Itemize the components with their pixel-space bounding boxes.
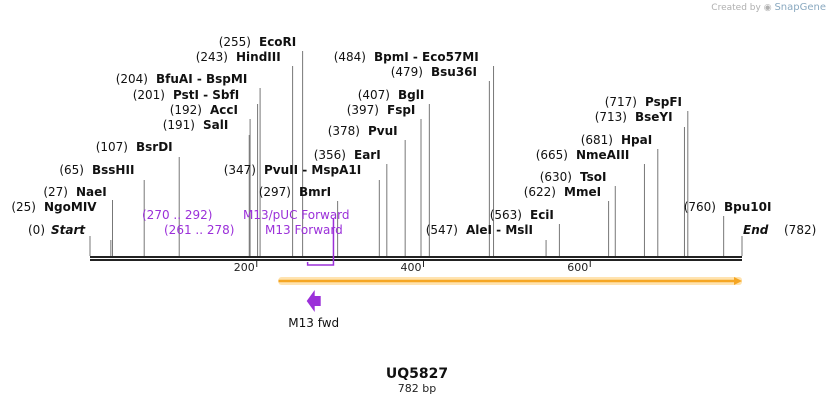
site-pos-bsrdi: (107) <box>96 140 128 154</box>
site-pos-bgli: (407) <box>358 88 390 102</box>
site-name-bsu36i: Bsu36I <box>431 65 477 79</box>
site-name-hpai: HpaI <box>621 133 652 147</box>
site-pos-bpu10i: (760) <box>684 200 716 214</box>
feature-tracks: M13 fwd <box>278 218 742 330</box>
credit: Created by ◉ SnapGene <box>711 2 826 13</box>
site-name-bseyi: BseYI <box>635 110 673 124</box>
site-name-bsrdi: BsrDI <box>136 140 173 154</box>
site-pos-bfuai-bspmi: (204) <box>116 72 148 86</box>
start-label: Start <box>51 223 86 237</box>
map-size: 782 bp <box>398 382 436 395</box>
site-pos-naei: (27) <box>43 185 68 199</box>
site-pos-sali: (191) <box>163 118 195 132</box>
credit-brand: SnapGene <box>774 2 826 13</box>
site-name-alei-msli: AleI - MslI <box>466 223 533 237</box>
tick-label-200: 200 <box>234 261 255 274</box>
site-pos-bseyi: (713) <box>595 110 627 124</box>
tick-label-400: 400 <box>401 261 422 274</box>
site-pos-pvuii-mspa1i: (347) <box>224 163 256 177</box>
snapgene-icon: ◉ <box>763 3 772 13</box>
site-pos-bsshii: (65) <box>59 163 84 177</box>
primer-range-m13-forward: (261 .. 278) <box>164 223 234 237</box>
site-name-psti-sbfi: PstI - SbfI <box>173 88 239 102</box>
site-pos-ecori: (255) <box>219 35 251 49</box>
site-pos-tsoi: (630) <box>540 170 572 184</box>
start-pos: (0) <box>28 223 45 237</box>
site-name-bpmi-eco57mi: BpmI - Eco57MI <box>374 50 479 64</box>
site-name-bsshii: BssHII <box>92 163 134 177</box>
site-pos-bpmi-eco57mi: (484) <box>334 50 366 64</box>
site-name-ecori: EcoRI <box>259 35 296 49</box>
primer-arrow-icon[interactable] <box>306 290 321 312</box>
site-pos-bmri: (297) <box>259 185 291 199</box>
site-pos-hpai: (681) <box>581 133 613 147</box>
site-name-bpu10i: Bpu10I <box>724 200 771 214</box>
site-name-sali: SalI <box>203 118 228 132</box>
site-pos-pspfi: (717) <box>605 95 637 109</box>
feature-arrowhead <box>734 277 742 285</box>
site-pos-bsu36i: (479) <box>391 65 423 79</box>
site-name-tsoi: TsoI <box>580 170 606 184</box>
site-name-hindiii: HindIII <box>236 50 281 64</box>
site-name-fspi: FspI <box>387 103 415 117</box>
map-title: UQ5827 <box>386 366 448 382</box>
site-name-mmei: MmeI <box>564 185 601 199</box>
site-name-bfuai-bspmi: BfuAI - BspMI <box>156 72 247 86</box>
site-name-bmri: BmrI <box>299 185 331 199</box>
site-pos-acci: (192) <box>170 103 202 117</box>
site-name-pspfi: PspFI <box>645 95 682 109</box>
site-name-nmeaiii: NmeAIII <box>576 148 629 162</box>
site-pos-alei-msli: (547) <box>426 223 458 237</box>
sequence-backbone: 200 400 600 <box>90 256 742 274</box>
site-name-eari: EarI <box>354 148 381 162</box>
site-pos-fspi: (397) <box>347 103 379 117</box>
credit-text: Created by <box>711 3 761 13</box>
site-name-ngomiv: NgoMIV <box>44 200 97 214</box>
site-pos-eari: (356) <box>314 148 346 162</box>
site-pos-nmeaiii: (665) <box>536 148 568 162</box>
primer-name-m13-puc-forward: M13/pUC Forward <box>243 208 350 222</box>
site-name-acci: AccI <box>210 103 238 117</box>
site-name-pvuii-mspa1i: PvuII - MspA1I <box>264 163 361 177</box>
site-labels: (0) Start End (782) (25) NgoMIV(27) NaeI (65) Bs… <box>11 35 816 237</box>
site-name-ecii: EciI <box>530 208 554 222</box>
site-leaders <box>89 51 743 256</box>
site-pos-psti-sbfi: (201) <box>133 88 165 102</box>
site-name-naei: NaeI <box>76 185 107 199</box>
primer-name-m13-forward: M13 Forward <box>265 223 343 237</box>
end-label: End <box>743 223 769 237</box>
site-pos-ecii: (563) <box>490 208 522 222</box>
site-pos-mmei: (622) <box>524 185 556 199</box>
site-pos-hindiii: (243) <box>196 50 228 64</box>
tick-label-600: 600 <box>567 261 588 274</box>
primer-range-m13-puc-forward: (270 .. 292) <box>142 208 212 222</box>
site-pos-pvui: (378) <box>328 124 360 138</box>
site-pos-ngomiv: (25) <box>11 200 36 214</box>
site-name-pvui: PvuI <box>368 124 398 138</box>
end-pos: (782) <box>784 223 816 237</box>
site-name-bgli: BglI <box>398 88 424 102</box>
primer-label: M13 fwd <box>288 316 339 330</box>
primer-bracket <box>306 218 335 266</box>
